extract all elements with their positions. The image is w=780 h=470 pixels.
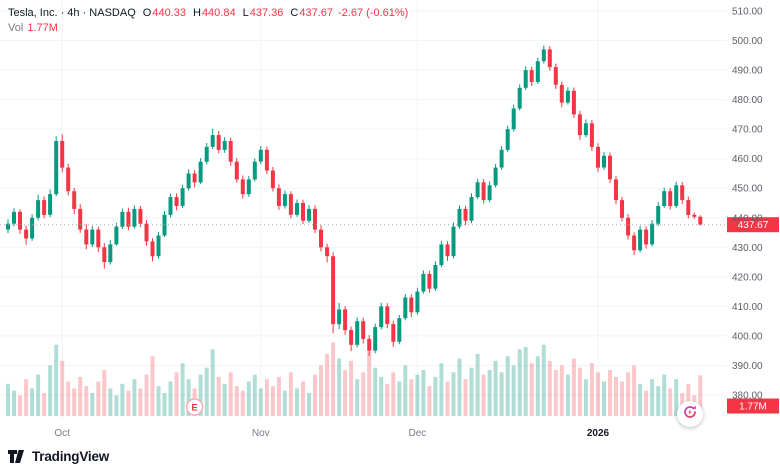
last-price-badge: 437.67 [727, 217, 779, 233]
price-axis-label: 470.00 [732, 125, 763, 136]
close-value: 437.67 [299, 7, 333, 19]
price-axis-label: 420.00 [732, 272, 763, 283]
price-axis-label: 460.00 [732, 154, 763, 165]
refresh-bolt-icon [682, 404, 698, 425]
time-axis-label: Dec [409, 428, 427, 439]
price-axis-label: 500.00 [732, 36, 763, 47]
low-label: L [242, 7, 249, 19]
grid-layer [0, 0, 726, 420]
high-label: H [192, 7, 201, 19]
volume-label: Vol [8, 22, 24, 34]
candlestick-chart[interactable]: E 437.67 1.77M 510.00 500.00 490.00 480.00 4… [0, 0, 780, 445]
time-axis-label: 2026 [587, 428, 610, 439]
price-axis-label: 390.00 [732, 361, 763, 372]
price-axis-label: 380.00 [732, 391, 763, 402]
open-value: 440.33 [152, 7, 186, 19]
symbol-title[interactable]: Tesla, Inc. · 4h · NASDAQ [8, 7, 136, 19]
low-value: 437.36 [249, 7, 284, 19]
price-axis-label: 440.00 [732, 213, 763, 224]
earnings-marker[interactable]: E [185, 398, 204, 416]
legend-row-ohlc: Tesla, Inc. · 4h · NASDAQ O440.33 H440.84 L… [8, 6, 408, 21]
price-axis-label: 450.00 [732, 184, 763, 195]
reload-chart-button[interactable] [677, 401, 703, 427]
price-axis-label: 410.00 [732, 302, 763, 313]
price-axis-label: 480.00 [732, 95, 763, 106]
price-axis-label: 490.00 [732, 66, 763, 77]
svg-text:437.67: 437.67 [738, 220, 769, 231]
volume-value: 1.77M [27, 22, 58, 34]
time-axis-label: Nov [252, 428, 270, 439]
close-label: C [290, 7, 299, 19]
time-axis-label: Oct [54, 428, 70, 439]
high-value: 440.84 [201, 7, 236, 19]
price-axis-label: 400.00 [732, 331, 763, 342]
legend-row-volume: Vol 1.77M [8, 21, 408, 36]
symbol-legend: Tesla, Inc. · 4h · NASDAQ O440.33 H440.84 L… [8, 6, 408, 36]
tradingview-logo-icon[interactable] [8, 450, 27, 463]
footer: TradingView [8, 449, 109, 464]
volume-layer [6, 342, 703, 416]
open-label: O [142, 7, 152, 19]
price-axis-label: 430.00 [732, 243, 763, 254]
svg-text:E: E [191, 403, 197, 414]
candles-layer [6, 45, 703, 356]
svg-text:1.77M: 1.77M [739, 402, 767, 413]
price-chart-svg[interactable]: E 437.67 1.77M 510.00 500.00 490.00 480.00 4… [0, 0, 780, 445]
change-value: -2.67 (-0.61%) [337, 7, 409, 19]
tradingview-logo-text[interactable]: TradingView [32, 449, 110, 464]
price-axis-label: 510.00 [732, 7, 763, 18]
price-axis[interactable]: 510.00 500.00 490.00 480.00 470.00 460.00 450.… [732, 7, 763, 402]
time-axis[interactable]: Oct Nov Dec 2026 [54, 428, 609, 439]
last-volume-badge: 1.77M [727, 398, 779, 414]
